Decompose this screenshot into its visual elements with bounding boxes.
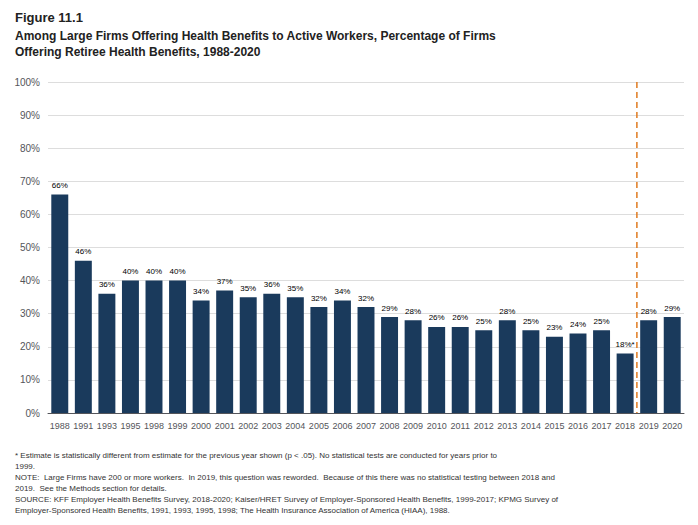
svg-text:2001: 2001: [215, 421, 235, 431]
svg-text:2011: 2011: [451, 421, 470, 431]
svg-text:2017: 2017: [592, 421, 612, 431]
svg-text:26%: 26%: [452, 313, 468, 322]
svg-text:2009: 2009: [403, 421, 423, 431]
svg-text:0%: 0%: [26, 408, 41, 419]
svg-text:10%: 10%: [20, 374, 40, 385]
svg-text:SOURCE: KFF Employer Health Be: SOURCE: KFF Employer Health Benefits Sur…: [15, 495, 559, 504]
svg-text:26%: 26%: [429, 313, 445, 322]
svg-text:* Estimate is statistically di: * Estimate is statistically different fr…: [15, 451, 498, 460]
svg-text:37%: 37%: [217, 277, 233, 286]
svg-text:24%: 24%: [570, 320, 586, 329]
svg-text:60%: 60%: [20, 209, 40, 220]
svg-text:2012: 2012: [474, 421, 494, 431]
svg-text:70%: 70%: [20, 176, 40, 187]
svg-text:Figure 11.1: Figure 11.1: [15, 10, 83, 25]
svg-text:2015: 2015: [544, 421, 564, 431]
svg-text:28%: 28%: [405, 307, 421, 316]
svg-text:2010: 2010: [427, 421, 447, 431]
svg-text:1999: 1999: [168, 421, 188, 431]
svg-text:2007: 2007: [356, 421, 376, 431]
svg-text:1988: 1988: [50, 421, 70, 431]
svg-text:1995: 1995: [120, 421, 140, 431]
svg-text:36%: 36%: [99, 280, 115, 289]
svg-text:32%: 32%: [311, 294, 327, 303]
svg-text:Offering Retiree Health Benefi: Offering Retiree Health Benefits, 1988-2…: [15, 45, 261, 59]
svg-text:90%: 90%: [20, 110, 40, 121]
svg-text:30%: 30%: [20, 308, 40, 319]
svg-text:32%: 32%: [358, 294, 374, 303]
svg-text:66%: 66%: [52, 181, 68, 190]
svg-text:2002: 2002: [238, 421, 258, 431]
svg-text:2019. See the Methods section: 2019. See the Methods section for detail…: [15, 484, 167, 493]
svg-text:2003: 2003: [262, 421, 282, 431]
svg-text:29%: 29%: [382, 304, 398, 313]
svg-text:28%: 28%: [499, 307, 515, 316]
svg-text:25%: 25%: [476, 317, 492, 326]
svg-text:1993: 1993: [97, 421, 117, 431]
svg-text:36%: 36%: [264, 280, 280, 289]
svg-text:2006: 2006: [332, 421, 352, 431]
svg-text:1991: 1991: [73, 421, 93, 431]
svg-text:40%: 40%: [20, 275, 40, 286]
svg-text:18%*: 18%*: [616, 340, 635, 349]
svg-text:25%: 25%: [523, 317, 539, 326]
svg-text:35%: 35%: [240, 284, 256, 293]
svg-text:25%: 25%: [594, 317, 610, 326]
svg-text:80%: 80%: [20, 143, 40, 154]
svg-text:2014: 2014: [521, 421, 541, 431]
svg-text:Employer-Sponsored Health Bene: Employer-Sponsored Health Benefits, 1991…: [15, 506, 450, 515]
svg-text:2020: 2020: [662, 421, 682, 431]
svg-text:40%: 40%: [146, 267, 162, 276]
svg-text:2019: 2019: [639, 421, 659, 431]
svg-text:2004: 2004: [285, 421, 305, 431]
svg-text:34%: 34%: [334, 287, 350, 296]
svg-text:50%: 50%: [20, 242, 40, 253]
svg-text:2000: 2000: [191, 421, 211, 431]
svg-text:1999.: 1999.: [15, 462, 35, 471]
svg-text:20%: 20%: [20, 341, 40, 352]
svg-text:40%: 40%: [170, 267, 186, 276]
svg-text:2008: 2008: [380, 421, 400, 431]
svg-text:NOTE: Large Firms have 200 or: NOTE: Large Firms have 200 or more worke…: [15, 473, 555, 482]
svg-text:Among Large Firms Offering Hea: Among Large Firms Offering Health Benefi…: [15, 29, 496, 43]
svg-text:1998: 1998: [144, 421, 164, 431]
svg-text:28%: 28%: [641, 307, 657, 316]
svg-text:2005: 2005: [309, 421, 329, 431]
svg-text:34%: 34%: [193, 287, 209, 296]
svg-text:23%: 23%: [546, 323, 562, 332]
svg-text:40%: 40%: [122, 267, 138, 276]
svg-text:46%: 46%: [75, 247, 91, 256]
svg-text:2013: 2013: [497, 421, 517, 431]
svg-text:35%: 35%: [287, 284, 303, 293]
svg-text:2018: 2018: [615, 421, 635, 431]
svg-text:29%: 29%: [664, 304, 680, 313]
svg-text:100%: 100%: [14, 77, 40, 88]
svg-text:2016: 2016: [568, 421, 588, 431]
